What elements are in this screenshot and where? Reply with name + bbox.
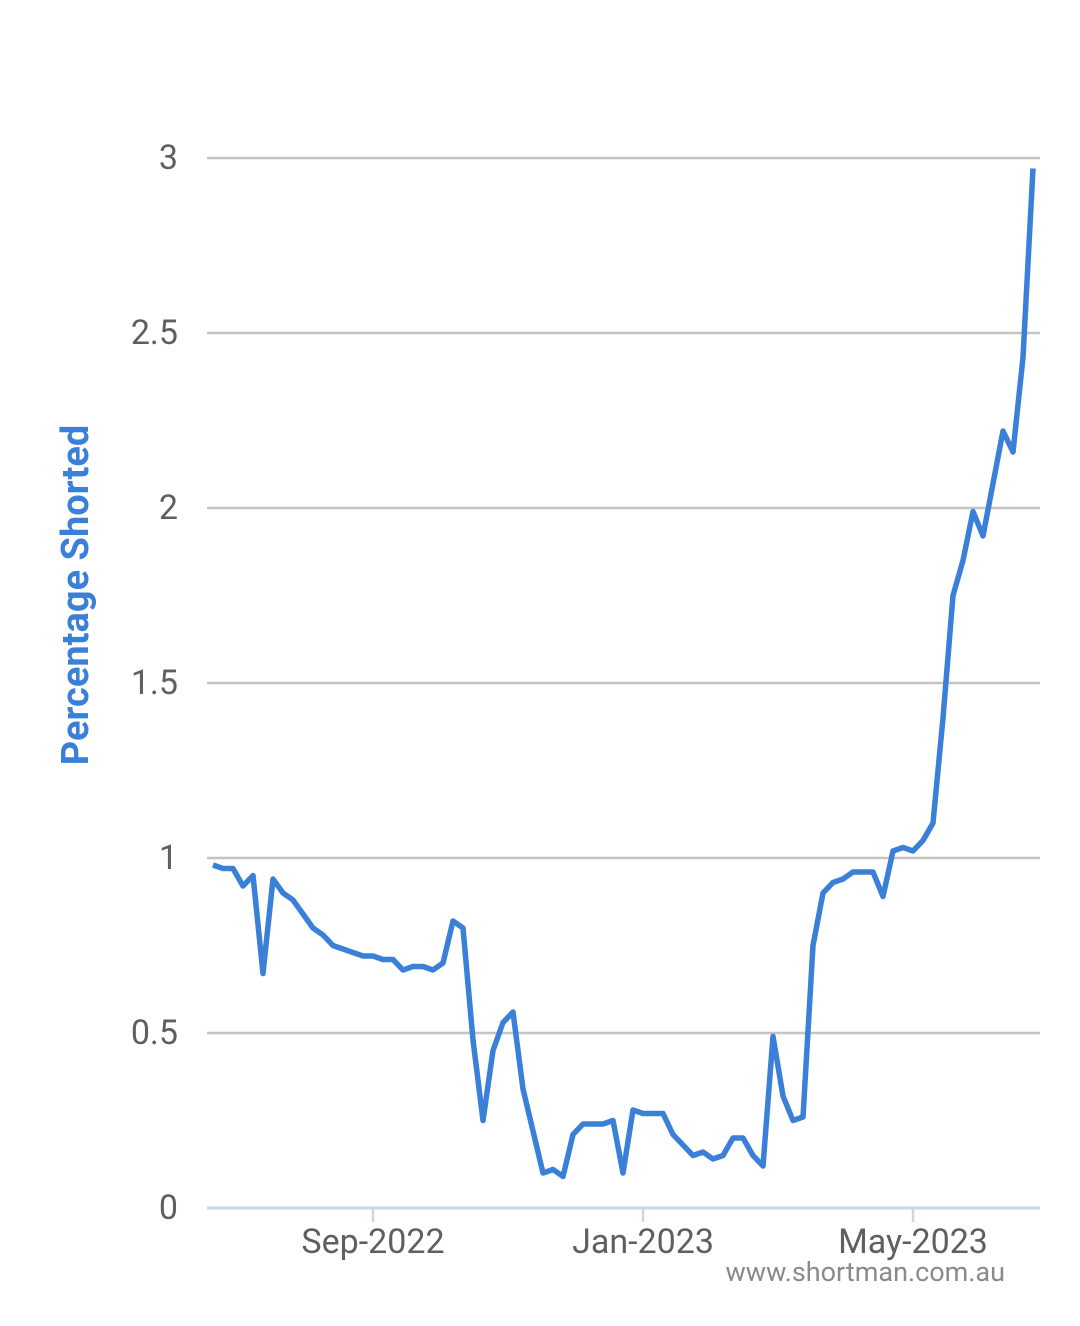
y-tick-label: 1 xyxy=(159,838,178,878)
x-tick-label: Jan-2023 xyxy=(572,1222,714,1262)
x-tick-label: Sep-2022 xyxy=(301,1222,444,1262)
y-tick-label: 1.5 xyxy=(131,663,178,703)
y-tick-label: 3.5 xyxy=(131,0,178,3)
x-tick-label: May-2023 xyxy=(838,1222,988,1262)
credit: www.shortman.com.au xyxy=(726,1256,1006,1288)
y-axis-label: Percentage Shorted xyxy=(54,425,98,766)
y-tick-label: 0.5 xyxy=(131,1013,178,1053)
series-line xyxy=(212,168,1036,1180)
y-tick-label: 2.5 xyxy=(131,313,178,353)
y-tick-label: 2 xyxy=(159,488,178,528)
y-tick-label: 3 xyxy=(159,138,178,178)
y-tick-label: 0 xyxy=(159,1188,178,1228)
